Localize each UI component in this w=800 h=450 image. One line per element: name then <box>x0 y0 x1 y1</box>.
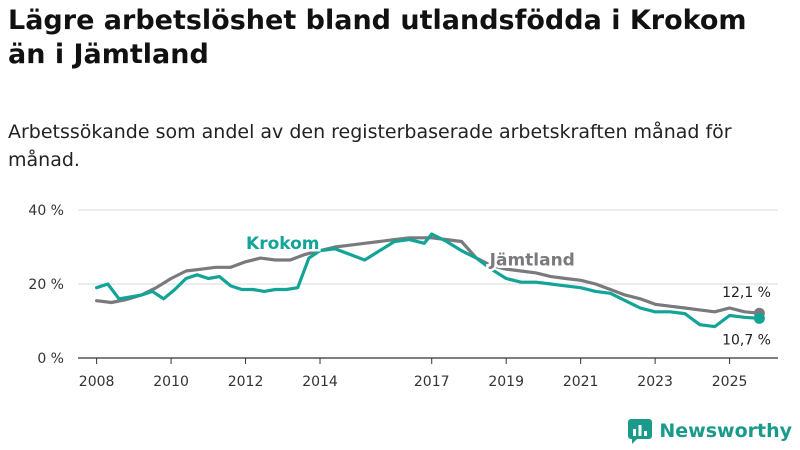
x-tick-label: 2017 <box>414 374 450 390</box>
y-tick-label: 20 % <box>28 277 64 293</box>
x-tick-label: 2012 <box>228 374 264 390</box>
end-value-label-jämtland: 12,1 % <box>722 285 771 301</box>
x-tick-label: 2008 <box>79 374 115 390</box>
line-chart: 0 % 20 % 40 % 2008 2010 2012 2014 2017 2019 2021 2… <box>28 203 778 390</box>
end-value-label-krokom: 10,7 % <box>722 332 771 348</box>
series-label-jämtland: Jämtland <box>489 251 575 271</box>
brand-name: Newsworthy <box>659 420 792 442</box>
x-tick-label: 2023 <box>637 374 673 390</box>
chart-title: Lägre arbetslöshet bland utlandsfödda i … <box>8 5 747 70</box>
end-point-krokom <box>753 312 765 324</box>
series-line-krokom <box>94 232 762 329</box>
x-tick-label: 2019 <box>488 374 524 390</box>
y-tick-label: 40 % <box>28 203 64 219</box>
x-tick-label: 2014 <box>302 374 338 390</box>
x-tick-label: 2021 <box>563 374 599 390</box>
y-tick-label: 0 % <box>37 351 64 367</box>
x-tick-label: 2010 <box>153 374 189 390</box>
chart-subtitle: Arbetssökande som andel av den registerb… <box>8 121 732 171</box>
newsworthy-logo-icon <box>628 419 653 444</box>
series-label-krokom: Krokom <box>246 234 319 254</box>
x-tick-label: 2025 <box>712 374 748 390</box>
brand-logo: Newsworthy <box>627 418 792 444</box>
